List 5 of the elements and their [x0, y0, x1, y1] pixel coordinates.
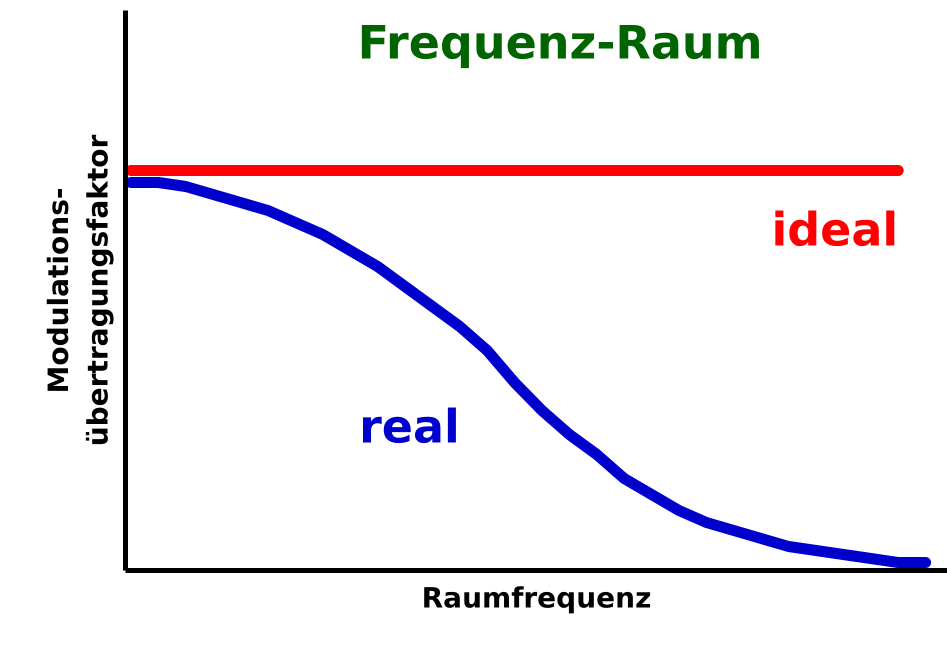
series-label: ideal: [771, 202, 898, 256]
chart-title: Frequenz-Raum: [358, 16, 763, 70]
y-axis-title: Modulations- übertragungsfaktor: [42, 134, 114, 446]
x-axis-title: Raumfrequenz: [422, 582, 652, 614]
series-label: real: [359, 400, 460, 454]
